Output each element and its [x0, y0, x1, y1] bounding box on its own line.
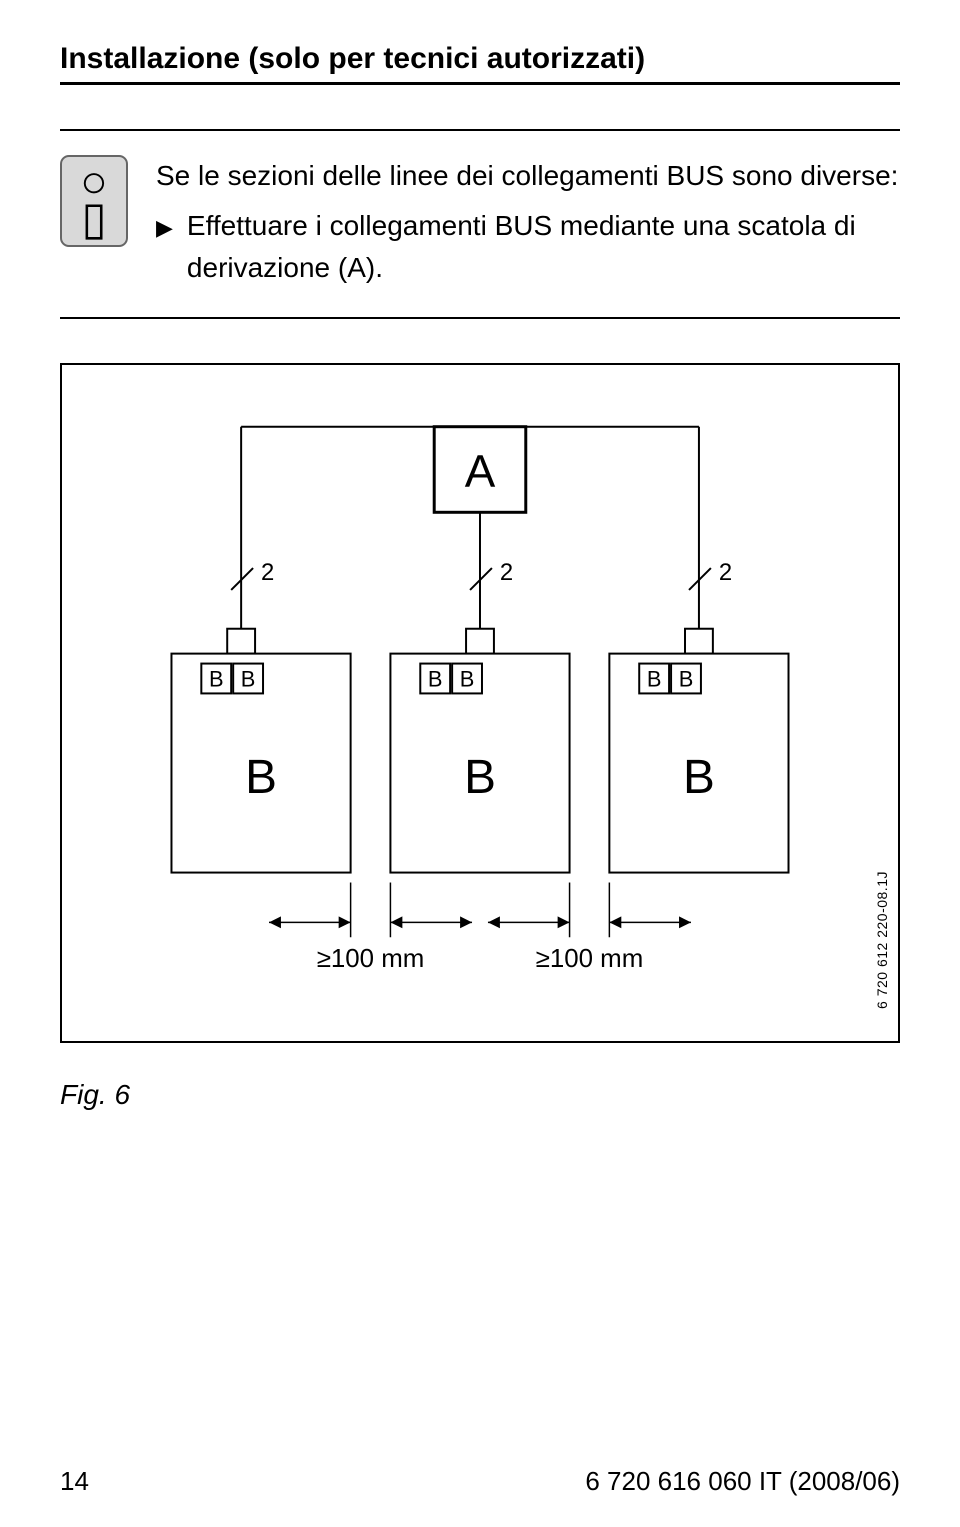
info-icon-glyph: ○▯	[80, 164, 108, 238]
diagram-frame: A 2 2 2 B B B	[60, 363, 900, 1043]
document-code: 6 720 616 060 IT (2008/06)	[585, 1466, 900, 1497]
page-number: 14	[60, 1466, 89, 1497]
terminal-b-1b: B	[241, 666, 256, 691]
terminal-b-3a: B	[647, 666, 662, 691]
terminal-b-1a: B	[209, 666, 224, 691]
wire-count-2: 2	[500, 559, 513, 586]
wire-count-3: 2	[719, 559, 732, 586]
info-text: Se le sezioni delle linee dei collegamen…	[156, 155, 900, 289]
diagram-code: 6 720 612 220-08.1J	[874, 871, 890, 1009]
figure-caption: Fig. 6	[60, 1079, 900, 1111]
header-rule	[60, 82, 900, 85]
info-icon: ○▯	[60, 155, 128, 247]
terminal-b-2b: B	[460, 666, 475, 691]
wire-count-1: 2	[261, 559, 274, 586]
dim-right: ≥100 mm	[536, 945, 644, 973]
info-block: ○▯ Se le sezioni delle linee dei collega…	[60, 129, 900, 319]
box-a-label: A	[465, 445, 496, 496]
page-footer: 14 6 720 616 060 IT (2008/06)	[60, 1466, 900, 1497]
device-b-3: B	[683, 751, 715, 804]
device-b-1: B	[245, 751, 277, 804]
info-bullet-row: ▶ Effettuare i collegamenti BUS mediante…	[156, 205, 900, 289]
terminal-b-2a: B	[428, 666, 443, 691]
dim-left: ≥100 mm	[317, 945, 425, 973]
terminal-b-3b: B	[679, 666, 694, 691]
info-line-1: Se le sezioni delle linee dei collegamen…	[156, 155, 900, 197]
info-bullet-text: Effettuare i collegamenti BUS mediante u…	[187, 205, 900, 289]
device-b-2: B	[464, 751, 496, 804]
page-title: Installazione (solo per tecnici autorizz…	[60, 42, 900, 82]
wiring-diagram: A 2 2 2 B B B	[62, 365, 898, 1042]
bullet-icon: ▶	[156, 205, 173, 244]
